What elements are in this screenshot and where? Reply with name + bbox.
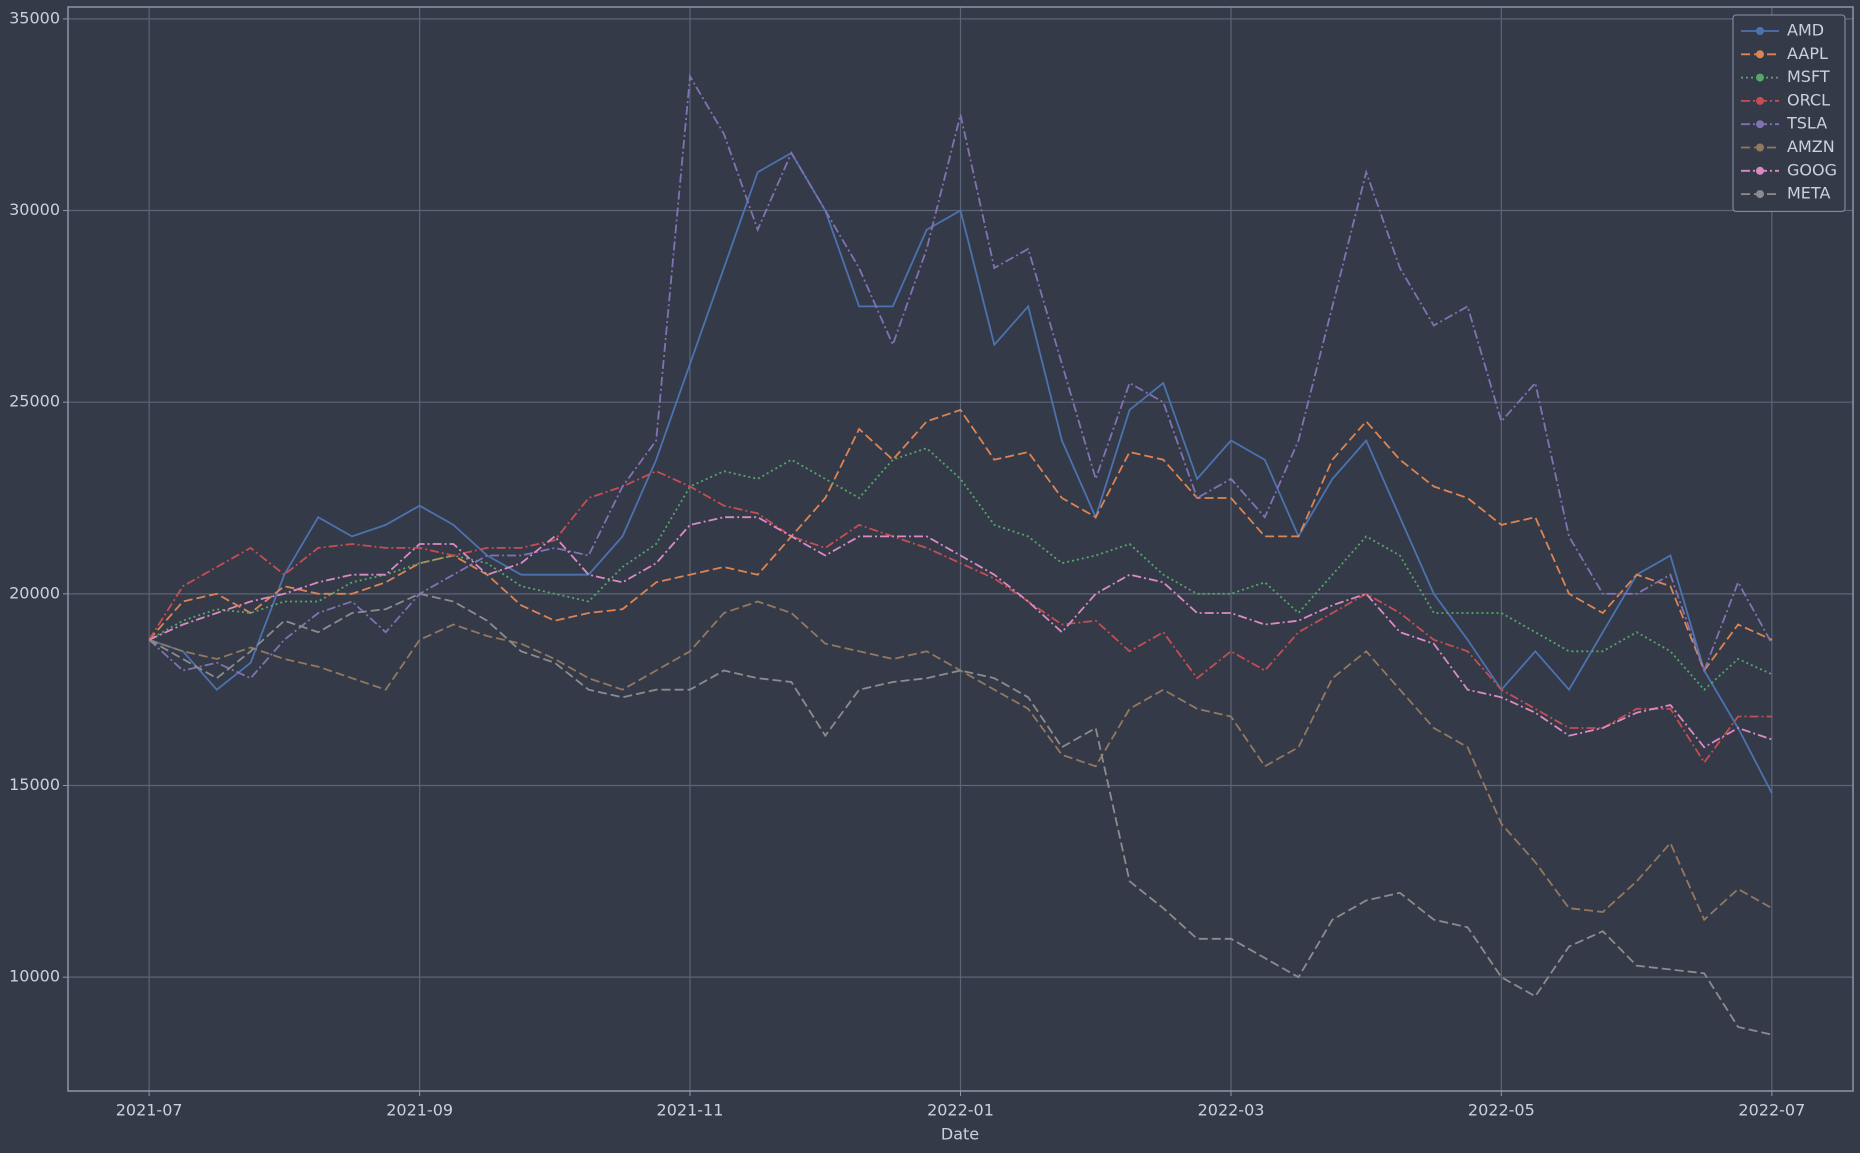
series-line <box>148 408 1773 673</box>
x-tick-label: 2021-09 <box>386 1101 453 1120</box>
y-tick-label: 35000 <box>9 8 60 27</box>
x-tick-label: 2022-03 <box>1198 1101 1265 1120</box>
legend-marker <box>1756 120 1764 129</box>
legend-marker <box>1756 73 1764 82</box>
plot-frame <box>67 6 1854 1092</box>
series-line <box>148 516 1773 749</box>
x-tick-label: 2022-05 <box>1468 1101 1535 1120</box>
x-tick-label: 2022-01 <box>927 1101 994 1120</box>
series-line <box>148 592 1773 1036</box>
y-tick-label: 30000 <box>9 200 60 219</box>
legend-marker <box>1756 27 1764 35</box>
legend-marker <box>1756 166 1764 175</box>
y-tick-label: 15000 <box>9 775 60 794</box>
legend-label: AMZN <box>1787 137 1835 156</box>
legend-label: AMD <box>1787 21 1824 40</box>
legend-label: AAPL <box>1787 44 1828 63</box>
x-tick-label: 2021-11 <box>657 1101 724 1120</box>
legend-marker <box>1756 143 1764 152</box>
legend-marker <box>1756 50 1764 59</box>
legend-marker <box>1756 190 1764 199</box>
legend-label: META <box>1787 184 1830 203</box>
x-tick-label: 2022-07 <box>1738 1101 1805 1120</box>
legend: AMD AAPL MSFT ORCL TSLA AMZN GOOG META <box>1732 14 1846 212</box>
legend-label: MSFT <box>1787 67 1830 86</box>
y-tick-label: 25000 <box>9 392 60 411</box>
x-tick-label: 2021-07 <box>116 1101 183 1120</box>
y-tick-label: 20000 <box>9 583 60 602</box>
y-tick-label: 10000 <box>9 967 60 986</box>
legend-label: ORCL <box>1787 90 1830 109</box>
x-axis-label: Date <box>941 1125 979 1144</box>
legend-box <box>1732 14 1846 212</box>
legend-label: GOOG <box>1787 160 1837 179</box>
series-line <box>148 470 1772 765</box>
legend-marker <box>1756 96 1764 105</box>
legend-label: TSLA <box>1786 114 1827 133</box>
